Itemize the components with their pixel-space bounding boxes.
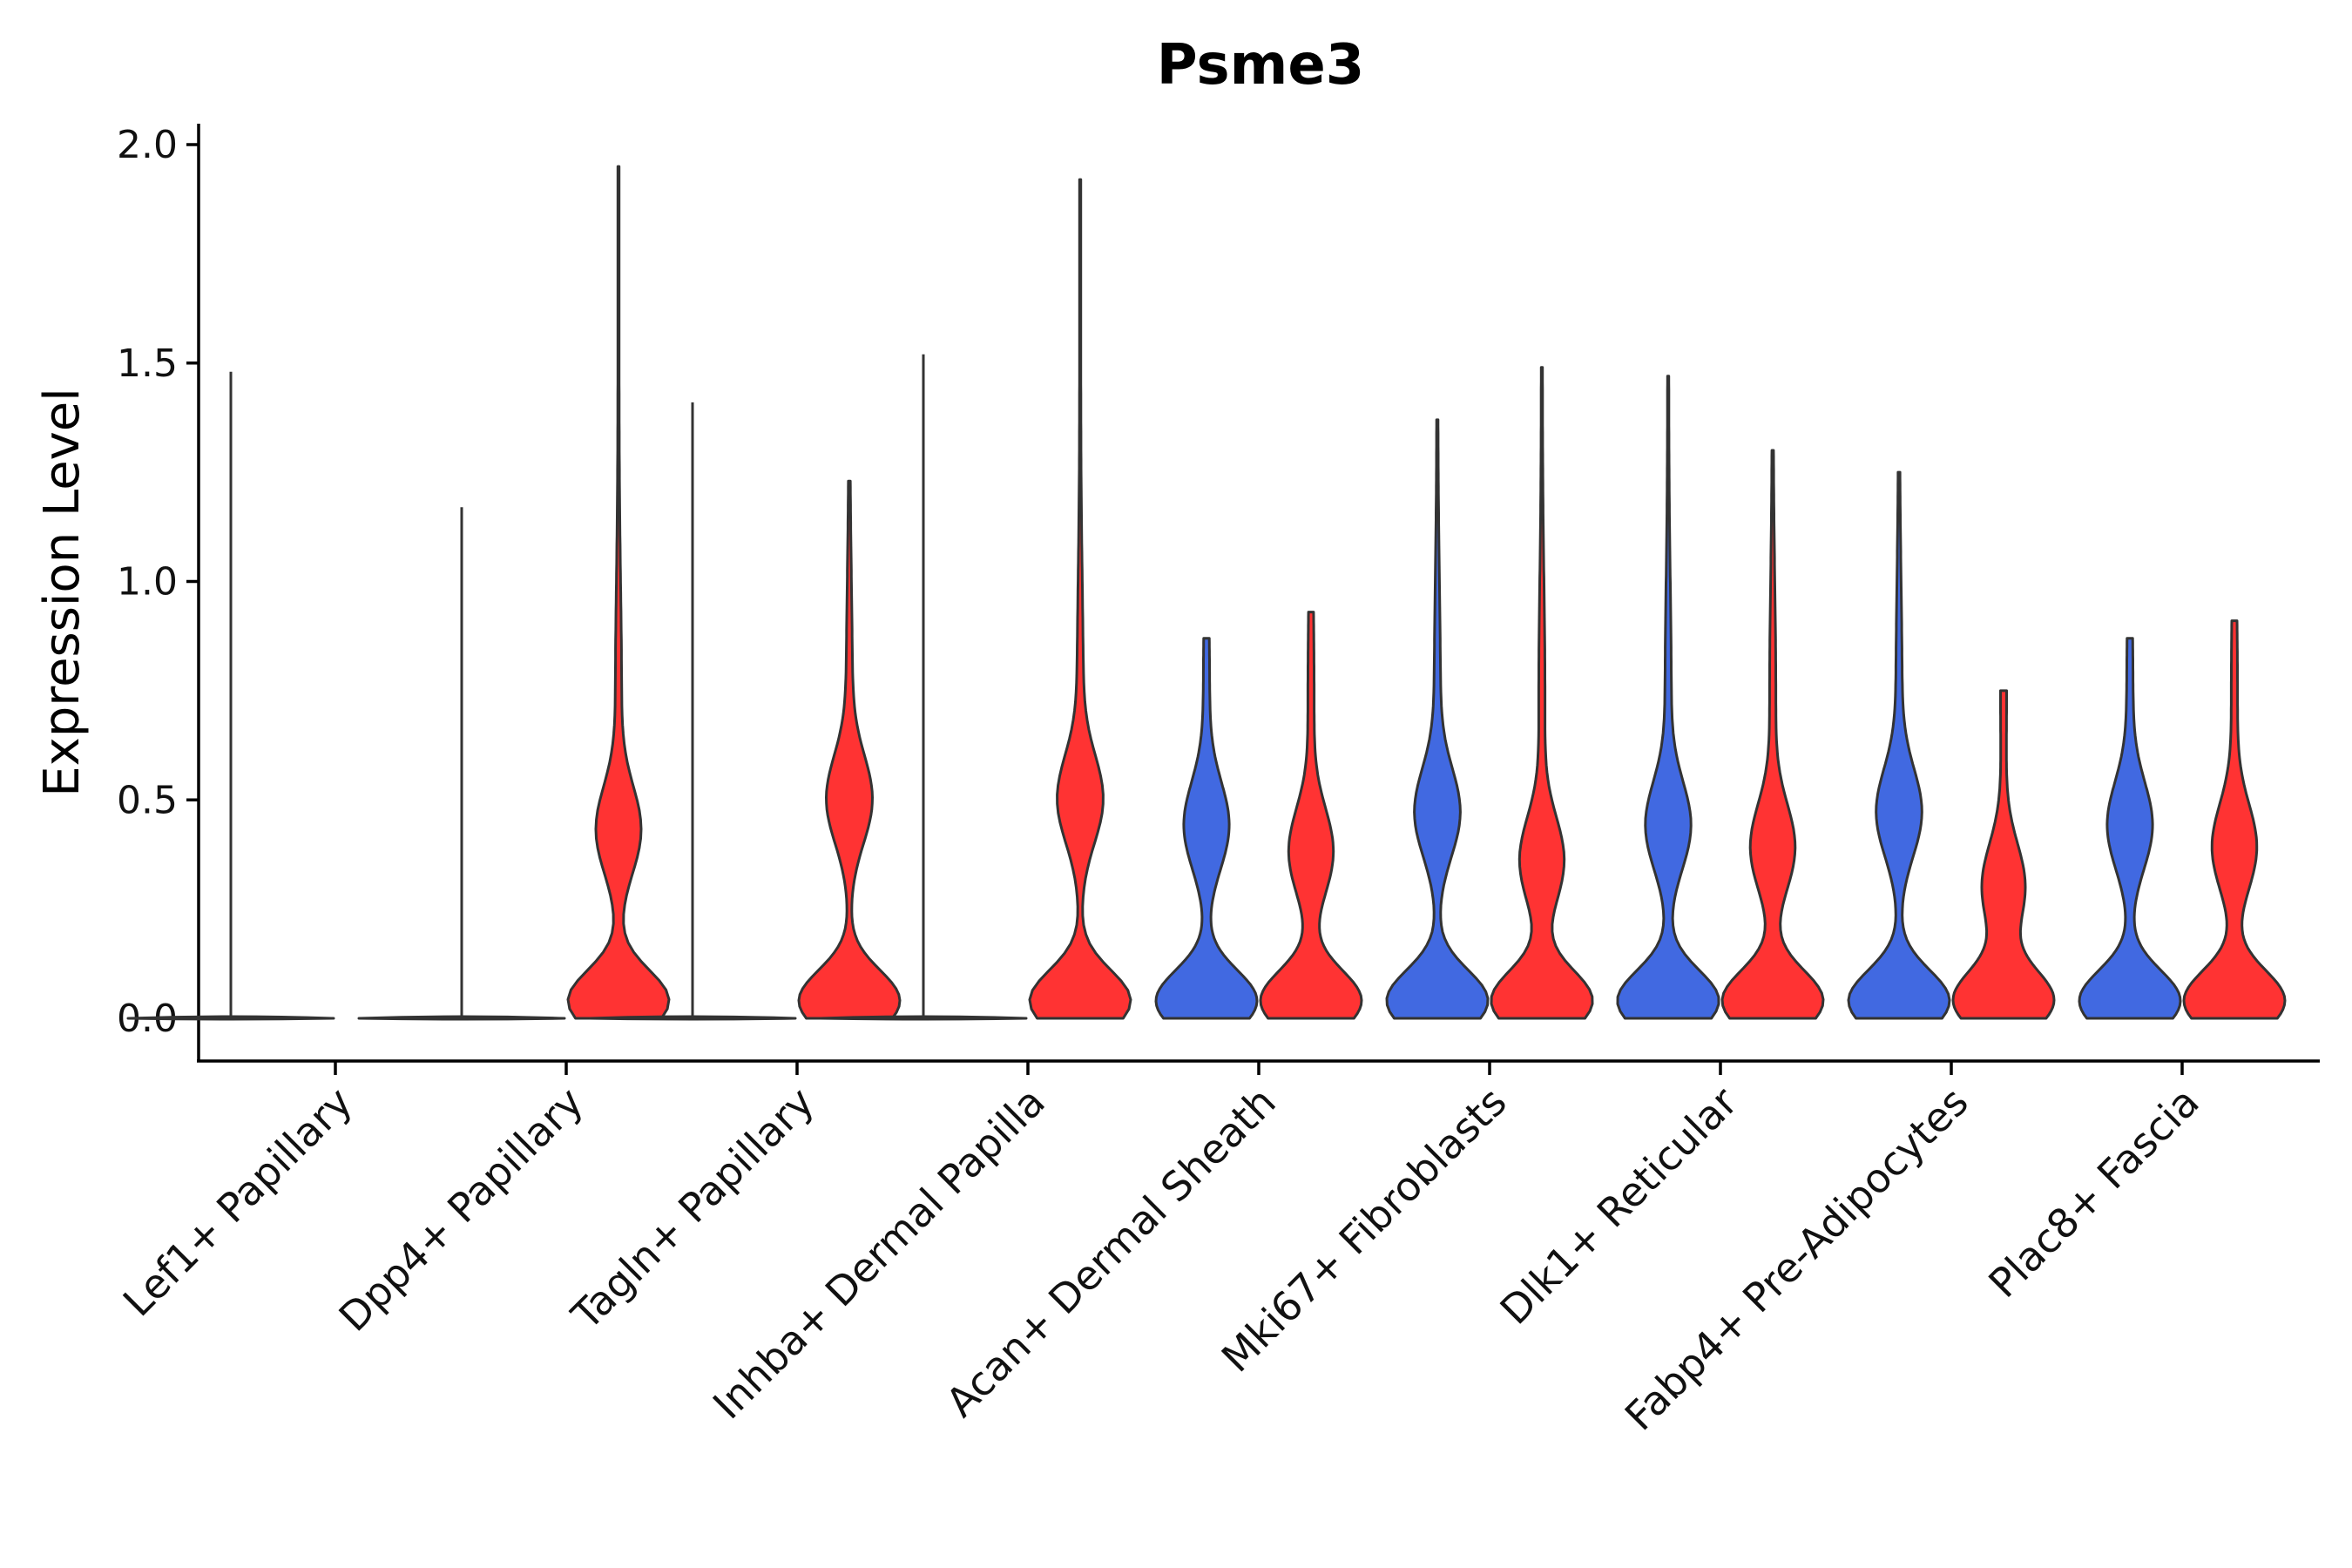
x-tick-label: Dpp4+ Papillary [330, 1078, 592, 1341]
x-tick-label: Lef1+ Papillary [114, 1078, 362, 1326]
violin-group2 [1951, 689, 2056, 1020]
violin-group2 [797, 479, 902, 1020]
violin-group [1616, 375, 1825, 1020]
chart-title: Psme3 [1157, 33, 1365, 98]
y-ticks: 0.00.51.01.52.0 [117, 123, 199, 1041]
violin-group1 [1616, 375, 1720, 1020]
y-axis-label: Expression Level [34, 388, 91, 797]
violin-group [357, 165, 671, 1021]
violin-group2 [1259, 611, 1363, 1020]
x-tick-label: Plac8+ Fascia [1979, 1078, 2207, 1307]
violin-group [1847, 470, 2056, 1020]
y-tick-label: 0.5 [117, 778, 178, 822]
x-tick-label: Tagln+ Papillary [562, 1078, 823, 1340]
violin-group1 [1154, 637, 1259, 1020]
violin-group [819, 178, 1132, 1021]
violin-group [126, 371, 335, 1021]
violin-group2 [2182, 619, 2287, 1020]
violin-group [2078, 619, 2287, 1020]
violins [126, 165, 2287, 1021]
violin-group2 [1028, 178, 1132, 1020]
y-tick-label: 1.5 [117, 341, 178, 386]
violin-group [588, 402, 902, 1021]
violin-group2 [1490, 366, 1594, 1020]
violin-group [1385, 366, 1594, 1020]
violin-group1 [1385, 418, 1490, 1020]
violin-group2 [566, 165, 671, 1020]
y-tick-label: 2.0 [117, 123, 178, 167]
x-tick-label: Dlk1+ Reticular [1491, 1078, 1747, 1334]
violin-group1 [2078, 637, 2182, 1020]
violin-group2 [1720, 449, 1825, 1020]
y-tick-label: 1.0 [117, 560, 178, 605]
violin-group1 [1847, 470, 1951, 1020]
violin-group [1154, 611, 1363, 1020]
